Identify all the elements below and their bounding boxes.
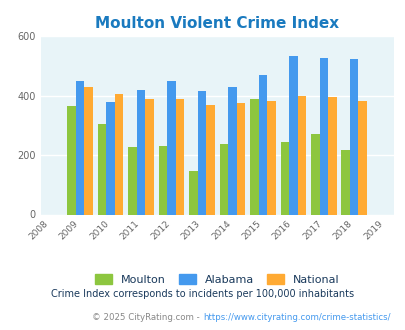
Text: © 2025 CityRating.com -: © 2025 CityRating.com -: [92, 313, 202, 322]
Bar: [280, 142, 288, 214]
Title: Moulton Violent Crime Index: Moulton Violent Crime Index: [95, 16, 339, 31]
Bar: [84, 87, 93, 214]
Bar: [319, 58, 327, 214]
Bar: [219, 144, 228, 214]
Bar: [206, 105, 214, 214]
Bar: [258, 75, 266, 214]
Bar: [106, 102, 115, 214]
Bar: [76, 81, 84, 214]
Bar: [189, 171, 197, 214]
Text: Crime Index corresponds to incidents per 100,000 inhabitants: Crime Index corresponds to incidents per…: [51, 289, 354, 299]
Bar: [145, 99, 153, 214]
Bar: [158, 146, 167, 214]
Bar: [128, 147, 136, 214]
Bar: [249, 99, 258, 214]
Bar: [310, 134, 319, 214]
Bar: [327, 97, 336, 214]
Bar: [341, 150, 349, 214]
Bar: [98, 124, 106, 214]
Bar: [349, 59, 358, 215]
Legend: Moulton, Alabama, National: Moulton, Alabama, National: [90, 270, 343, 290]
Bar: [358, 101, 366, 214]
Bar: [197, 91, 206, 214]
Bar: [167, 81, 175, 214]
Bar: [297, 96, 305, 214]
Bar: [136, 90, 145, 214]
Bar: [115, 94, 123, 214]
Text: https://www.cityrating.com/crime-statistics/: https://www.cityrating.com/crime-statist…: [202, 313, 390, 322]
Bar: [266, 101, 275, 214]
Bar: [228, 87, 236, 214]
Bar: [236, 103, 245, 214]
Bar: [67, 106, 76, 214]
Bar: [288, 56, 297, 214]
Bar: [175, 99, 184, 214]
